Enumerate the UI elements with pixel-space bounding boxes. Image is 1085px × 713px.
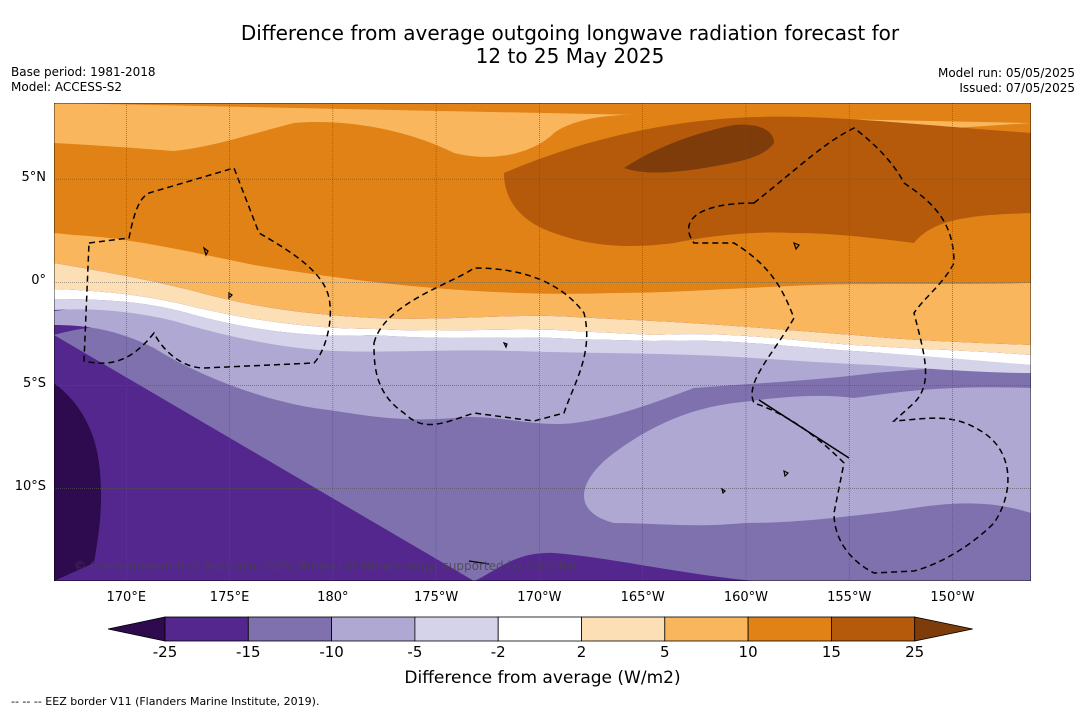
longitude-label: 160°W [723,590,769,605]
band-pos2 [54,263,1031,355]
issued-date: Issued: 07/05/2025 [959,80,1075,95]
colorbar-bin [331,616,416,642]
colorbar-bin [164,616,249,642]
eez-footnote: -- -- -- EEZ border V11 (Flanders Marine… [11,695,320,708]
eez-border [83,127,1009,574]
model-run: Model run: 05/05/2025 [937,66,1075,80]
coastline-shelf [758,399,850,459]
title-line-2: 12 to 25 May 2025 [475,44,665,68]
colorbar-level-label: -15 [236,643,261,661]
longitude-label: 180° [317,590,349,605]
colorbar-level-label: -5 [407,643,423,661]
longitude-label: 175°E [209,590,250,605]
band-neg2 [54,289,1031,365]
colorbar-bin [831,616,916,642]
copyright-notice: © Commonwealth of Australia 2025, Bureau… [74,559,579,573]
latitude-label: 5°N [21,170,47,186]
colorbar-level-label: 2 [576,643,587,661]
band-neg5 [54,299,1031,373]
model-name: Model: ACCESS-S2 [11,79,123,94]
chart-title: Difference from average outgoing longwav… [0,22,1085,68]
colorbar-title: Difference from average (W/m2) [404,668,681,688]
band-neg10 [54,307,1031,581]
colorbar-level-label: 5 [660,643,670,661]
band-pos25 [624,124,774,173]
longitude-label: 155°W [827,590,872,605]
longitude-label: 165°W [620,590,665,605]
colorbar [107,616,973,642]
colorbar-extend-low [107,616,166,642]
colorbar-extend-high [914,616,973,642]
colorbar-bin [497,616,582,642]
latitude-label: 5°S [22,376,46,392]
colorbar-bin [747,616,832,642]
colorbar-bin [414,616,499,642]
colorbar-bin [664,616,749,642]
longitude-label: 150°W [930,590,975,605]
colorbar-level-label: -2 [490,643,506,661]
meta-left: Base period: 1981-2018 Model: ACCESS-S2 [11,65,156,94]
meta-right: Model run: 05/05/2025 Issued: 07/05/2025 [938,66,1075,95]
latitude-label: 10°S [14,479,46,495]
latitude-label: 0° [31,273,46,289]
colorbar-level-label: 25 [905,643,925,661]
longitude-label: 175°W [414,590,459,605]
colorbar-level-label: 10 [738,643,758,661]
gridlines [54,103,1031,581]
colorbar-level-label: -10 [319,643,344,661]
islands [202,241,800,565]
colorbar-bin [581,616,666,642]
colorbar-level-label: 15 [821,643,841,661]
band-below [54,383,102,581]
band-pos15 [504,116,1031,246]
longitude-label: 170°W [517,590,562,605]
title-line-1: Difference from average outgoing longwav… [240,21,900,45]
base-period: Base period: 1981-2018 [11,65,156,79]
colorbar-bin [247,616,333,642]
longitude-label: 170°E [106,590,147,605]
colorbar-level-label: -25 [152,643,178,661]
map-panel: © Commonwealth of Australia 2025, Bureau… [54,103,1031,581]
